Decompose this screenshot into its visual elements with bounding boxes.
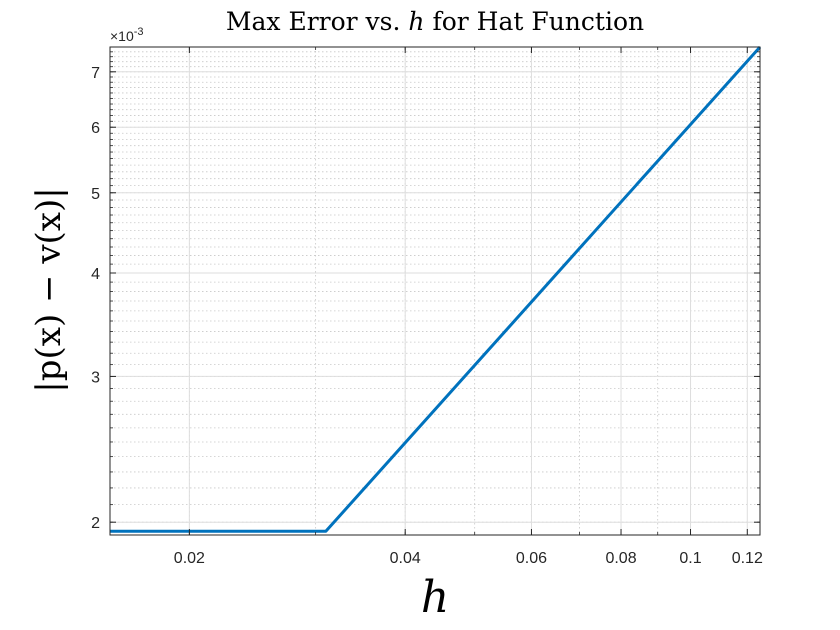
x-tick-label: 0.08: [605, 550, 636, 567]
chart-title-variable: h: [408, 7, 424, 36]
chart-title: Max Error vs. h for Hat Function: [226, 7, 644, 36]
plot-frame: [109, 46, 761, 536]
x-tick-label: 0.06: [516, 550, 547, 567]
y-tick-labels: 2 3 4 5 6 7: [91, 65, 100, 532]
y-axis-label: |p(x) − v(x)|: [29, 187, 69, 392]
chart-title-suffix: for Hat Function: [425, 7, 645, 36]
series-layer: [110, 45, 762, 533]
y-multiplier: ×10-3: [110, 26, 144, 44]
y-tick-label: 4: [91, 266, 100, 283]
y-tick-label: 3: [91, 369, 100, 386]
x-tick-label: 0.02: [174, 550, 205, 567]
y-tick-label: 5: [91, 186, 100, 203]
series-line: [110, 45, 762, 533]
y-tick-label: 2: [91, 515, 100, 532]
y-tick-label: 6: [91, 120, 100, 137]
x-tick-label: 0.1: [679, 550, 701, 567]
tick-marks: [110, 47, 760, 535]
y-multiplier-base: ×10: [110, 28, 134, 44]
plot-area: [110, 47, 760, 535]
y-tick-label: 7: [91, 65, 100, 82]
y-multiplier-exponent: -3: [134, 26, 144, 38]
chart-title-prefix: Max Error vs.: [226, 7, 409, 36]
x-tick-label: 0.04: [390, 550, 421, 567]
x-tick-label: 0.12: [732, 550, 763, 567]
major-grid: [110, 47, 760, 535]
x-axis-label: h: [421, 572, 449, 623]
x-tick-labels: 0.02 0.04 0.06 0.08 0.1 0.12: [174, 550, 763, 567]
